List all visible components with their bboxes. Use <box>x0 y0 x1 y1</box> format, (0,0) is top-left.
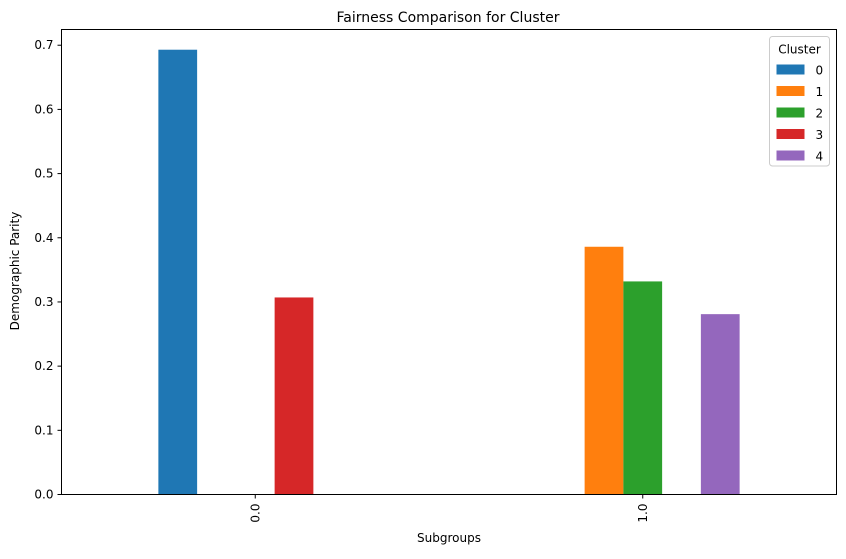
legend-label-cluster-4: 4 <box>816 150 824 164</box>
y-tick-label: 0.7 <box>34 38 53 52</box>
legend-title: Cluster <box>778 43 821 57</box>
y-tick-label: 0.2 <box>34 359 53 373</box>
legend-swatch-cluster-0 <box>776 64 805 75</box>
legend-swatch-cluster-4 <box>776 150 805 161</box>
y-ticks-group: 0.0 0.1 0.2 0.3 0.4 0.5 0.6 0.7 <box>34 38 62 502</box>
x-ticks-group: 0.0 1.0 <box>248 494 650 523</box>
x-tick-label: 1.0 <box>636 504 650 523</box>
bar-cluster-3-subgroup-0.0 <box>274 297 314 495</box>
y-tick-label: 0.3 <box>34 295 53 309</box>
bar-cluster-0-subgroup-0.0 <box>158 49 198 495</box>
x-axis-label: Subgroups <box>417 531 481 545</box>
legend-label-cluster-3: 3 <box>816 128 824 142</box>
bar-cluster-4-subgroup-1.0 <box>700 314 740 495</box>
legend-label-cluster-2: 2 <box>816 107 824 121</box>
y-tick-label: 0.4 <box>34 231 53 245</box>
legend-label-cluster-0: 0 <box>816 64 824 78</box>
y-tick-label: 0.1 <box>34 423 53 437</box>
bar-cluster-2-subgroup-1.0 <box>623 281 663 495</box>
bar-cluster-1-subgroup-1.0 <box>584 246 624 495</box>
y-axis-label: Demographic Parity <box>8 212 22 331</box>
y-tick-label: 0.5 <box>34 167 53 181</box>
legend-swatch-cluster-3 <box>776 129 805 139</box>
x-tick-label: 0.0 <box>248 504 262 523</box>
bars-group <box>158 49 740 495</box>
legend-label-cluster-1: 1 <box>816 85 824 99</box>
plot-frame <box>61 29 837 495</box>
legend-swatch-cluster-2 <box>776 107 805 118</box>
y-tick-label: 0.6 <box>34 102 53 116</box>
legend-swatch-cluster-1 <box>776 86 805 96</box>
chart-title: Fairness Comparison for Cluster <box>337 10 560 26</box>
legend: Cluster 0 1 2 3 4 <box>769 36 830 167</box>
y-tick-label: 0.0 <box>34 488 53 502</box>
